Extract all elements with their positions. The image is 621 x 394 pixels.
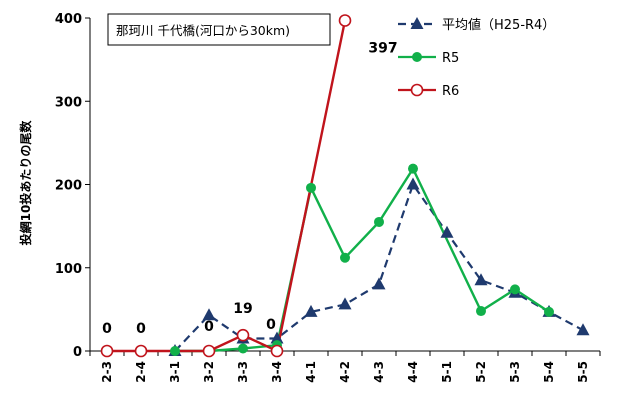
x-tick-label: 4-1	[304, 361, 318, 383]
x-tick-label: 5-5	[576, 361, 590, 383]
x-tick-label: 2-4	[134, 361, 148, 383]
data-label: 397	[368, 40, 397, 56]
data-point	[202, 344, 216, 358]
y-tick-label: 400	[55, 12, 82, 27]
data-point	[474, 273, 488, 286]
legend-marker	[412, 52, 422, 62]
title-frame	[107, 13, 331, 46]
data-point	[476, 306, 486, 317]
legend: 平均値（H25-R4） R5 R6	[398, 17, 555, 99]
legend-label: R6	[442, 84, 459, 99]
data-point	[440, 225, 454, 238]
data-point	[338, 297, 352, 310]
series-line	[175, 166, 550, 353]
x-tick-label: 2-3	[100, 361, 114, 383]
legend-label: 平均値（H25-R4）	[442, 17, 555, 33]
data-point	[372, 277, 386, 290]
axes-layer: 0 100 200 300 400 2-3 2-4 3-1 3-2 3-3 3-4 4-1 4-2 4-3…	[55, 12, 601, 383]
data-label: 0	[266, 317, 276, 333]
chart-title-box: 那珂川 千代橋(河口から30km)	[107, 13, 331, 46]
legend-marker	[410, 17, 424, 29]
data-point	[406, 177, 420, 190]
x-tick-label: 4-2	[338, 361, 352, 383]
data-point	[134, 344, 148, 358]
data-point	[238, 343, 248, 354]
data-point	[408, 163, 418, 174]
series-line	[174, 182, 584, 352]
data-point	[270, 331, 284, 344]
data-point	[170, 346, 180, 356]
chart-title: 那珂川 千代橋(河口から30km)	[116, 23, 290, 38]
y-tick-label: 0	[73, 345, 82, 360]
x-tick-label: 5-2	[474, 361, 488, 383]
x-tick-label: 4-4	[406, 361, 420, 383]
x-tick-label: 5-4	[542, 361, 556, 383]
legend-label: R5	[442, 51, 459, 66]
data-label: 0	[136, 321, 146, 337]
data-point	[306, 182, 316, 193]
data-point	[374, 216, 384, 227]
x-tick-label: 3-4	[270, 361, 284, 383]
data-point	[304, 304, 318, 317]
data-point	[202, 308, 216, 321]
data-point	[576, 323, 590, 336]
y-tick-label: 100	[55, 262, 82, 277]
x-tick-label: 5-3	[508, 361, 522, 383]
series-layer	[100, 14, 590, 358]
y-tick-label: 200	[55, 179, 82, 194]
data-label: 0	[102, 321, 112, 337]
data-label: 0	[204, 319, 214, 335]
y-tick-label: 300	[55, 95, 82, 110]
data-point	[100, 344, 114, 358]
data-point	[236, 328, 250, 342]
data-point	[338, 14, 352, 27]
x-tick-label: 3-3	[236, 361, 250, 383]
data-point	[340, 252, 350, 263]
y-axis-label: 投網10投あたりの尾数	[18, 120, 33, 246]
data-point	[270, 344, 284, 358]
data-label: 19	[233, 301, 252, 317]
x-tick-label: 5-1	[440, 361, 454, 383]
x-tick-label: 4-3	[372, 361, 386, 383]
data-labels-layer: 0 0 0 19 0 397	[102, 40, 397, 337]
data-point	[544, 306, 554, 317]
data-point	[510, 284, 520, 295]
x-tick-label: 3-1	[168, 361, 182, 383]
legend-marker	[410, 83, 424, 97]
x-tick-label: 3-2	[202, 361, 216, 383]
